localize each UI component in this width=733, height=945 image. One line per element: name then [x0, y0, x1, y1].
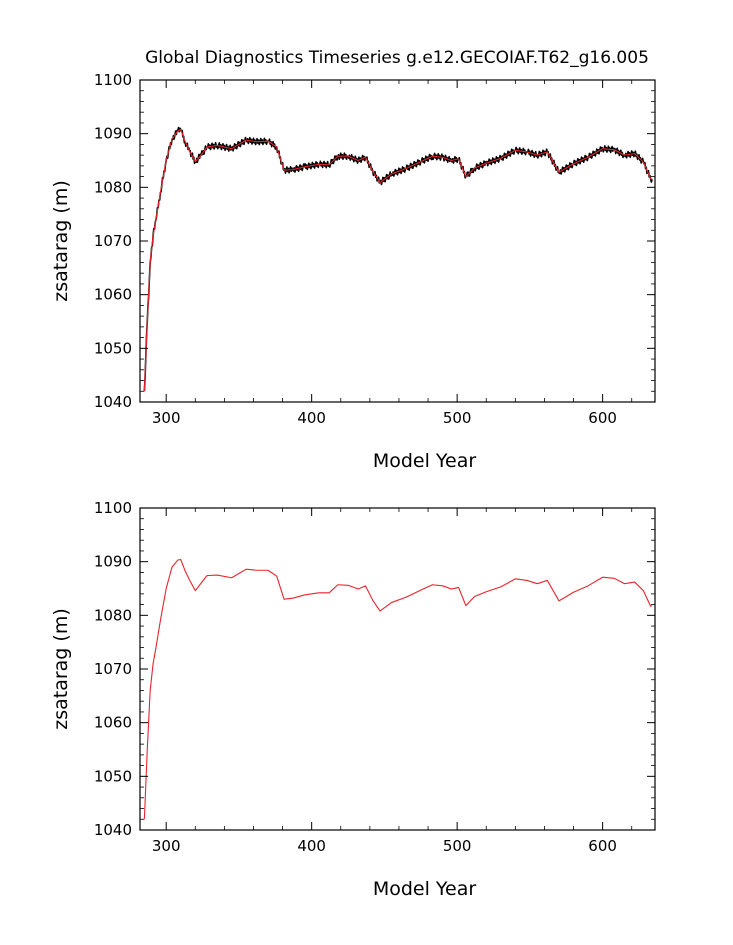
bottom-plot-frame: [139, 507, 656, 831]
top-x-tick-label: 500: [443, 409, 472, 427]
bottom-x-tick-label: 500: [443, 837, 472, 855]
top-series-smoothed-line: [143, 128, 653, 392]
top-x-axis-title: Model Year: [373, 450, 477, 472]
top-x-tick-label: 400: [297, 409, 326, 427]
bottom-y-tick-label: 1080: [94, 606, 132, 624]
bottom-y-tick-label: 1100: [94, 499, 132, 517]
bottom-y-tick-label: 1050: [94, 767, 132, 785]
bottom-y-tick-label: 1060: [94, 714, 132, 732]
top-y-tick-label: 1080: [94, 178, 132, 196]
top-y-tick-label: 1100: [94, 71, 132, 89]
bottom-y-tick-label: 1040: [94, 821, 132, 839]
chart-title: Global Diagnostics Timeseries g.e12.GECO…: [145, 48, 649, 68]
bottom-x-axis-title: Model Year: [373, 878, 477, 900]
bottom-y-axis-title: zsatarag (m): [50, 608, 72, 730]
top-y-tick-label: 1050: [94, 339, 132, 357]
top-x-tick-label: 300: [152, 409, 181, 427]
top-y-tick-label: 1070: [94, 232, 132, 250]
top-panel: 300 400 500 600 1040 1050 1060 1070 1080 1090 1100…: [50, 71, 656, 472]
top-plot-frame: [139, 79, 656, 403]
top-y-tick-label: 1040: [94, 393, 132, 411]
bottom-panel: 300 400 500 600 1040 1050 1060 1070 1080 1090 1100…: [50, 499, 656, 900]
bottom-series-smoothed-line: [143, 558, 653, 820]
bottom-x-tick-label: 300: [152, 837, 181, 855]
top-x-tick-label: 600: [588, 409, 617, 427]
bottom-x-tick-label: 400: [297, 837, 326, 855]
top-y-axis-title: zsatarag (m): [50, 180, 72, 302]
bottom-x-tick-label: 600: [588, 837, 617, 855]
top-series-raw-line: [143, 126, 653, 392]
bottom-y-tick-label: 1090: [94, 553, 132, 571]
bottom-y-tick-label: 1070: [94, 660, 132, 678]
top-y-tick-label: 1090: [94, 125, 132, 143]
top-y-tick-label: 1060: [94, 286, 132, 304]
